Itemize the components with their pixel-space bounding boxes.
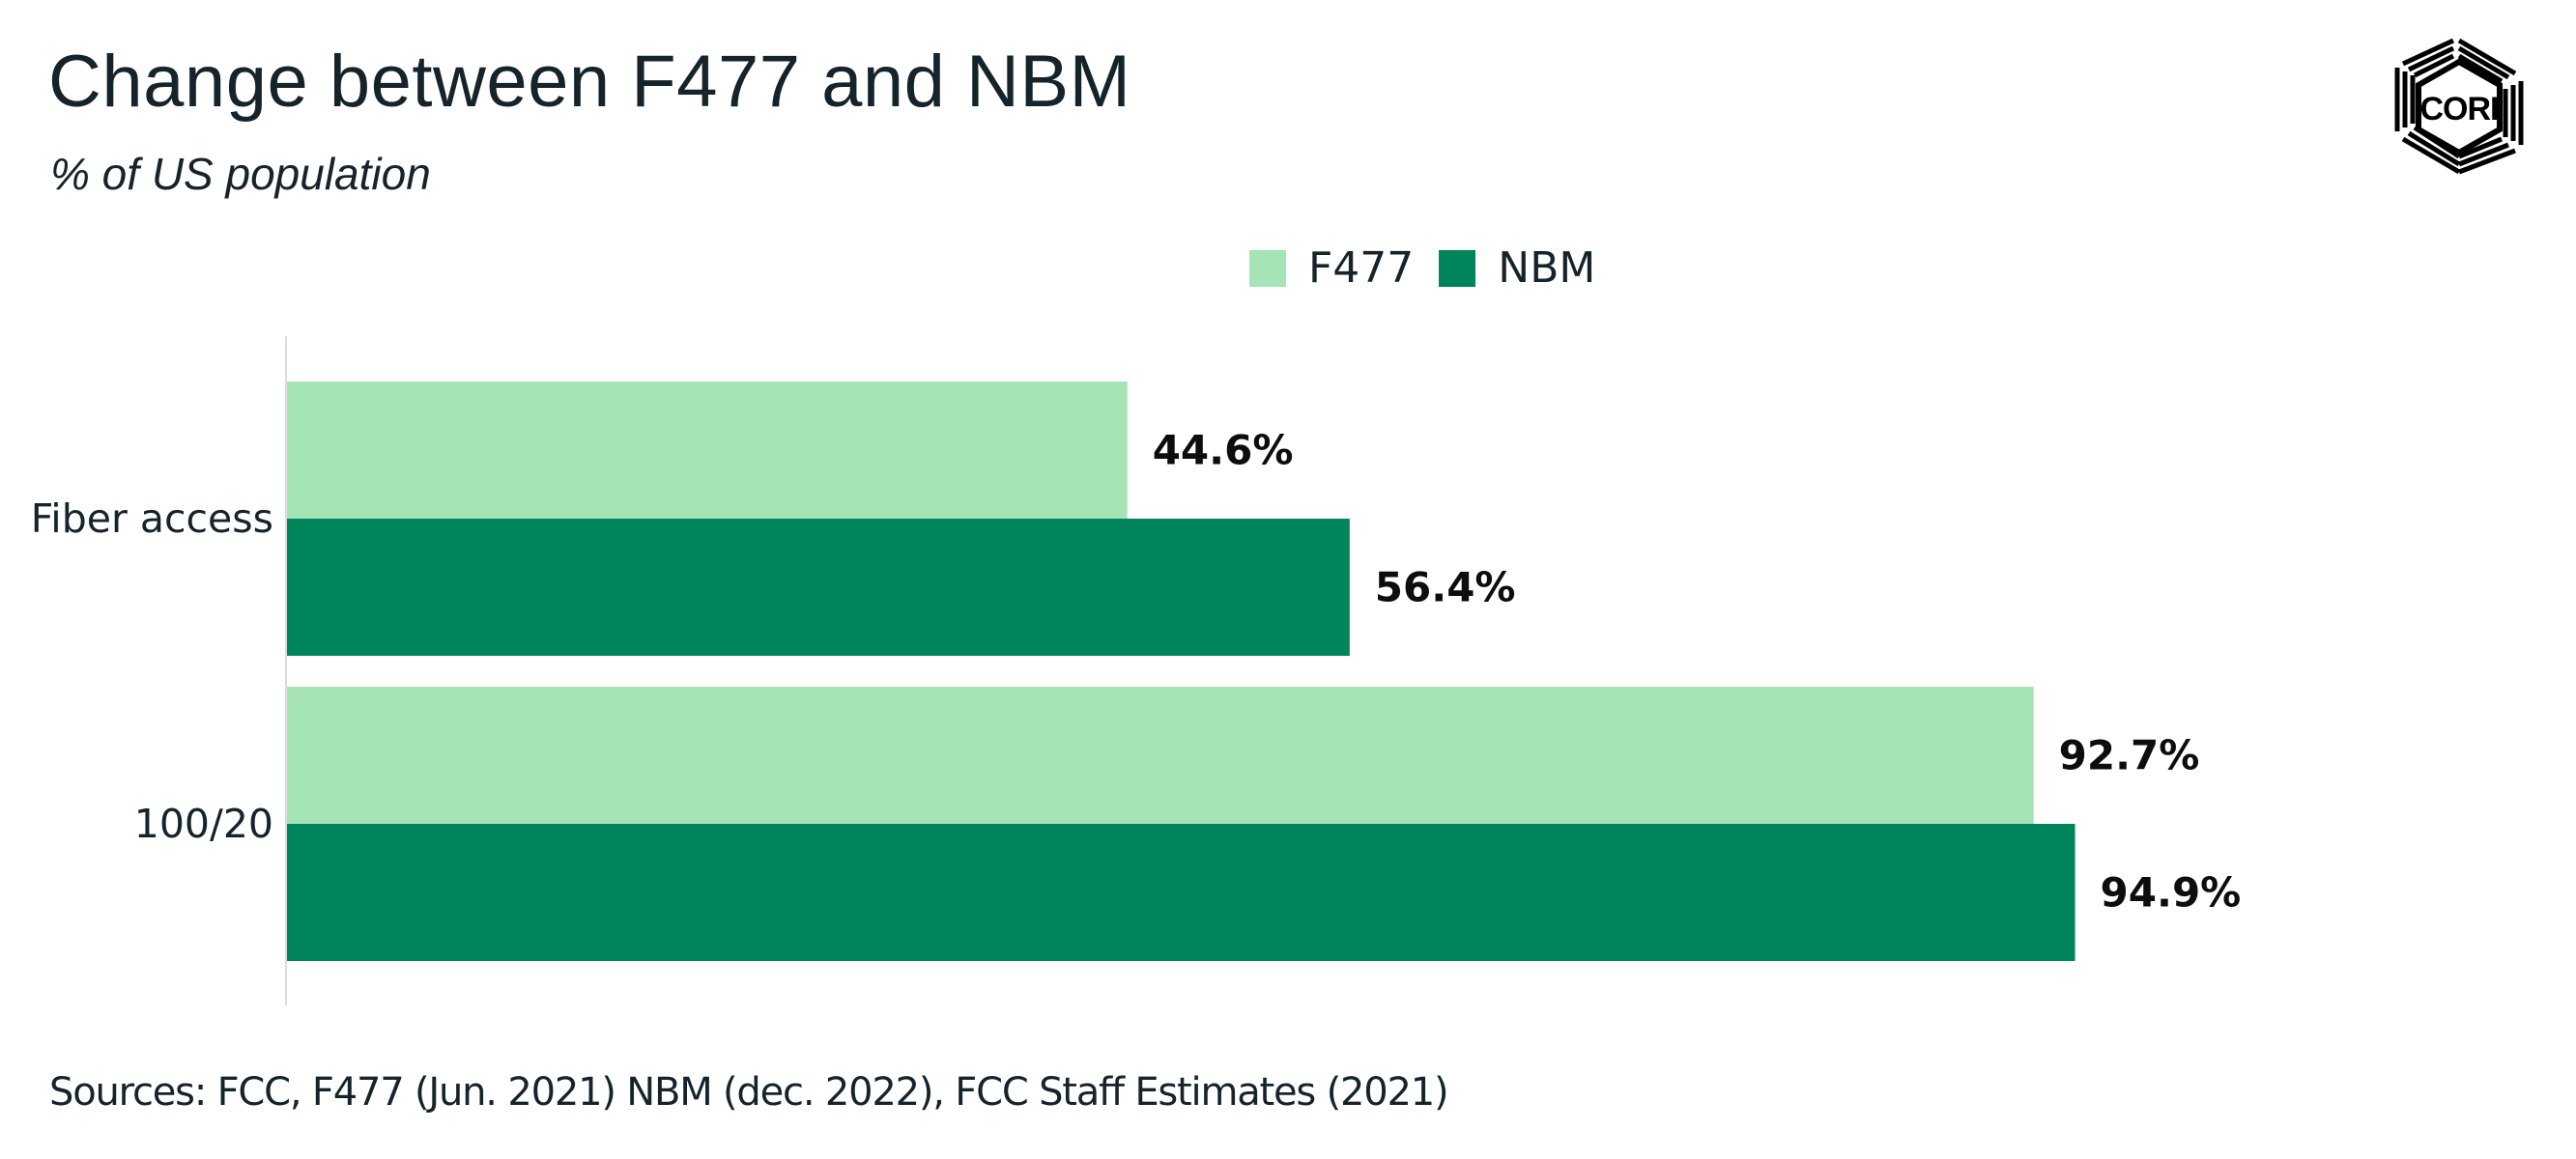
sources-footnote: Sources: FCC, F477 (Jun. 2021) NBM (dec.… bbox=[49, 1070, 1449, 1115]
legend-item-f477[interactable]: F477 bbox=[1249, 241, 1414, 296]
value-label-nbm-fiber-access: 56.4% bbox=[1375, 564, 1516, 611]
legend-item-nbm[interactable]: NBM bbox=[1439, 241, 1595, 296]
bar-nbm-fiber-access[interactable] bbox=[287, 519, 1350, 656]
cori-logo: CORI bbox=[2394, 38, 2524, 175]
bar-f477-100-20[interactable] bbox=[287, 687, 2034, 824]
category-label-100-20: 100/20 bbox=[134, 801, 273, 847]
bar-nbm-100-20[interactable] bbox=[287, 824, 2075, 961]
chart-subtitle: % of US population bbox=[50, 149, 431, 199]
bar-f477-fiber-access[interactable] bbox=[287, 382, 1128, 519]
value-label-nbm-100-20: 94.9% bbox=[2101, 869, 2242, 917]
value-label-f477-100-20: 92.7% bbox=[2059, 732, 2200, 779]
value-label-f477-fiber-access: 44.6% bbox=[1153, 427, 1294, 474]
legend-label-nbm: NBM bbox=[1498, 243, 1596, 293]
chart-title: Change between F477 and NBM bbox=[48, 41, 1131, 123]
logo-text: CORI bbox=[2420, 91, 2499, 127]
bars-group bbox=[287, 382, 2075, 961]
legend: F477 NBM bbox=[1249, 241, 1620, 296]
legend-label-f477: F477 bbox=[1308, 243, 1415, 293]
value-labels-group: 44.6% 56.4% 92.7% 94.9% bbox=[1153, 427, 2242, 917]
legend-swatch-f477 bbox=[1249, 250, 1286, 287]
category-label-fiber-access: Fiber access bbox=[31, 495, 273, 542]
legend-swatch-nbm bbox=[1439, 250, 1476, 287]
